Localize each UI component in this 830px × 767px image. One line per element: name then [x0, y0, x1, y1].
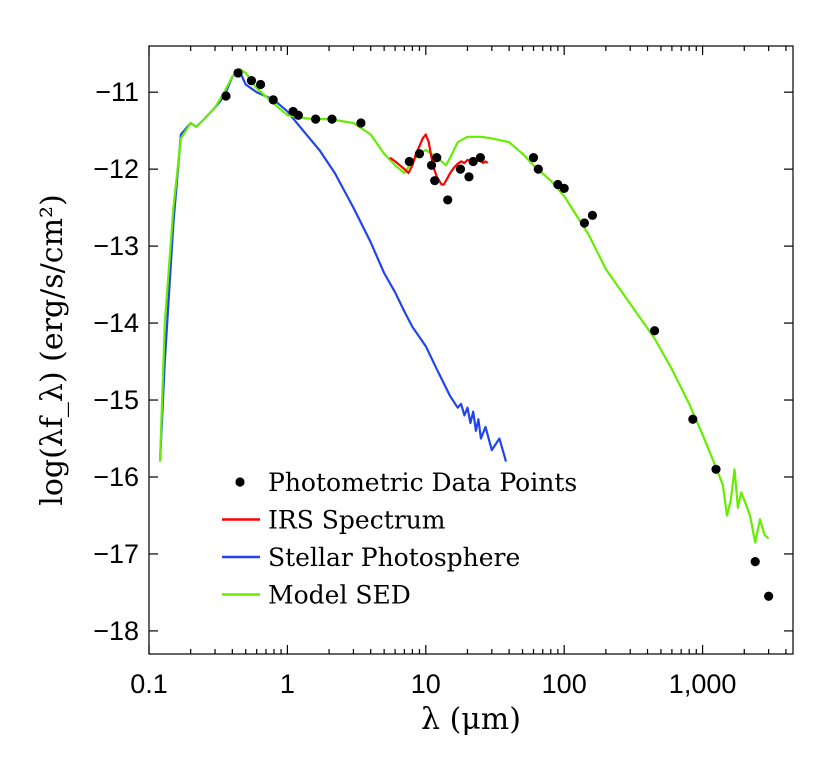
data-point — [293, 110, 303, 120]
legend-label-stellar-photosphere: Stellar Photosphere — [268, 543, 520, 572]
data-point — [432, 152, 442, 163]
y-tick-label: −17 — [93, 539, 139, 569]
data-point — [430, 176, 440, 186]
y-tick-label: −14 — [93, 308, 139, 338]
x-axis-title: λ (μm) — [421, 702, 521, 737]
data-point — [475, 152, 485, 163]
data-point — [711, 464, 721, 474]
data-point — [587, 210, 598, 220]
data-point — [533, 164, 543, 174]
data-point — [311, 114, 321, 124]
data-point — [468, 156, 478, 167]
data-point — [579, 218, 590, 228]
x-axis: 0.1 1 10 100 1,000 — [130, 46, 787, 699]
data-point — [246, 76, 257, 86]
x-tick-label: 1,000 — [669, 669, 737, 699]
data-point — [528, 152, 539, 163]
data-point — [650, 326, 660, 336]
data-point — [559, 183, 569, 193]
legend: Photometric Data Points IRS Spectrum Stell… — [222, 468, 577, 610]
y-axis-title: log(λf_λ) (erg/s/cm²) — [35, 194, 70, 506]
data-point — [764, 591, 774, 601]
data-point — [356, 118, 366, 128]
data-point — [750, 557, 760, 567]
y-tick-label: −12 — [93, 154, 139, 184]
data-point — [255, 79, 266, 90]
y-tick-label: −11 — [95, 77, 139, 107]
legend-marker-photometric-data-points — [235, 477, 245, 487]
series-layer — [158, 67, 774, 601]
y-tick-label: −16 — [93, 462, 139, 492]
legend-label-irs-spectrum: IRS Spectrum — [268, 506, 446, 535]
y-tick-label: −18 — [93, 616, 139, 646]
plot-frame — [148, 45, 794, 655]
y-tick-label: −15 — [93, 385, 139, 415]
data-point — [414, 149, 425, 159]
x-tick-label: 1 — [280, 669, 295, 699]
data-point — [426, 160, 437, 170]
data-point — [221, 91, 231, 101]
stellar-photosphere-line — [158, 69, 508, 462]
data-point — [464, 172, 474, 182]
data-point — [404, 156, 414, 167]
x-tick-label: 10 — [411, 669, 441, 699]
legend-label-photometric-data-points: Photometric Data Points — [268, 468, 577, 497]
y-axis: −11 −12 −13 −14 −15 −16 −17 −18 — [93, 77, 793, 646]
data-point — [268, 95, 278, 105]
data-point — [327, 114, 337, 124]
data-point — [455, 164, 466, 174]
x-tick-label: 100 — [542, 669, 587, 699]
y-tick-label: −13 — [93, 231, 139, 261]
data-point — [233, 68, 243, 78]
data-point — [443, 195, 453, 205]
x-tick-label: 0.1 — [130, 669, 168, 699]
legend-label-model-sed: Model SED — [268, 581, 411, 610]
data-point — [688, 414, 698, 424]
